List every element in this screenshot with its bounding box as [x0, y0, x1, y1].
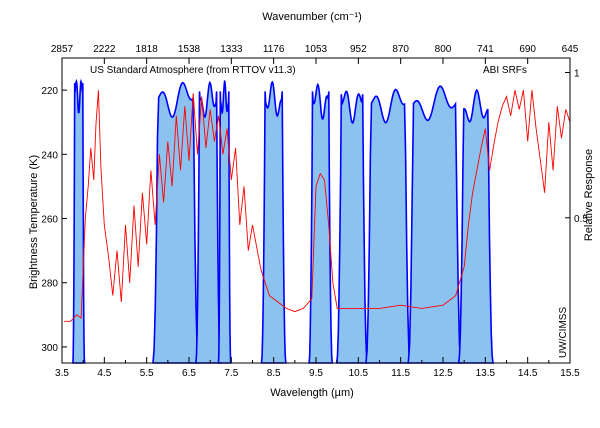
bt-layer: [64, 90, 571, 322]
y2-tick-label: 0.5: [574, 214, 588, 225]
x-tick-label: 14.5: [518, 368, 538, 379]
x-tick-label: 10.5: [349, 368, 369, 379]
srf-band-12.3: [407, 85, 462, 364]
x2-tick-label: 870: [392, 44, 409, 55]
x-tick-label: 13.5: [476, 368, 496, 379]
x-tick-label: 6.5: [182, 368, 196, 379]
credit-label: UW/CIMSS: [558, 307, 569, 358]
srf-band-9.61: [308, 82, 334, 364]
srf-band-10.35: [335, 90, 369, 364]
x-tick-label: 11.5: [391, 368, 410, 379]
srf-band-3.9: [72, 78, 86, 364]
x2-tick-label: 2222: [93, 44, 116, 55]
x-tick-label: 9.5: [309, 368, 323, 379]
srf-layer: [72, 78, 494, 364]
x2-tick-label: 741: [477, 44, 494, 55]
x-tick-label: 8.5: [267, 368, 281, 379]
srf-band-6.19: [152, 81, 200, 364]
x2-tick-label: 1333: [220, 44, 243, 55]
x2-tick-label: 690: [519, 44, 536, 55]
x-axis-title: Wavelength (µm): [270, 387, 354, 399]
atmosphere-label: US Standard Atmosphere (from RTTOV v11.3…: [90, 65, 296, 76]
x2-tick-label: 1818: [136, 44, 159, 55]
srf-band-7.34: [217, 79, 232, 364]
y-tick-label: 280: [41, 279, 58, 290]
x-tick-label: 12.5: [433, 368, 453, 379]
bt-line: [64, 90, 571, 322]
x2-tick-label: 645: [562, 44, 579, 55]
x-tick-label: 4.5: [97, 368, 111, 379]
x-tick-label: 7.5: [224, 368, 238, 379]
x2-axis-title: Wavenumber (cm⁻¹): [262, 11, 362, 23]
x2-tick-label: 2857: [51, 44, 74, 55]
x2-tick-label: 800: [435, 44, 452, 55]
y-axis-title: Brightness Temperature (K): [28, 155, 40, 289]
y-tick-label: 260: [41, 215, 58, 226]
y-tick-label: 220: [41, 86, 58, 97]
srf-label: ABI SRFs: [483, 65, 527, 76]
y2-axis-title: Relative Response: [583, 149, 595, 241]
x2-tick-label: 952: [350, 44, 367, 55]
x2-tick-label: 1053: [305, 44, 328, 55]
srf-band-11.2: [365, 88, 411, 364]
ticks-layer: 3.5 4.5 5.5 6.5 7.5 8.5 9.5 10.5 11.5 12.5 13.5 14.…: [41, 44, 588, 379]
y2-tick-label: 1: [574, 69, 580, 80]
x2-tick-label: 1176: [263, 44, 285, 55]
y-tick-label: 240: [41, 150, 58, 161]
y-tick-label: 300: [41, 343, 58, 354]
x-tick-label: 15.5: [560, 368, 580, 379]
x-tick-label: 5.5: [140, 368, 154, 379]
x-tick-label: 3.5: [55, 368, 69, 379]
srf-band-13.3: [457, 88, 494, 364]
x2-tick-label: 1538: [178, 44, 201, 55]
srf-band-6.95: [195, 80, 222, 364]
srf-band-8.5: [260, 80, 287, 364]
